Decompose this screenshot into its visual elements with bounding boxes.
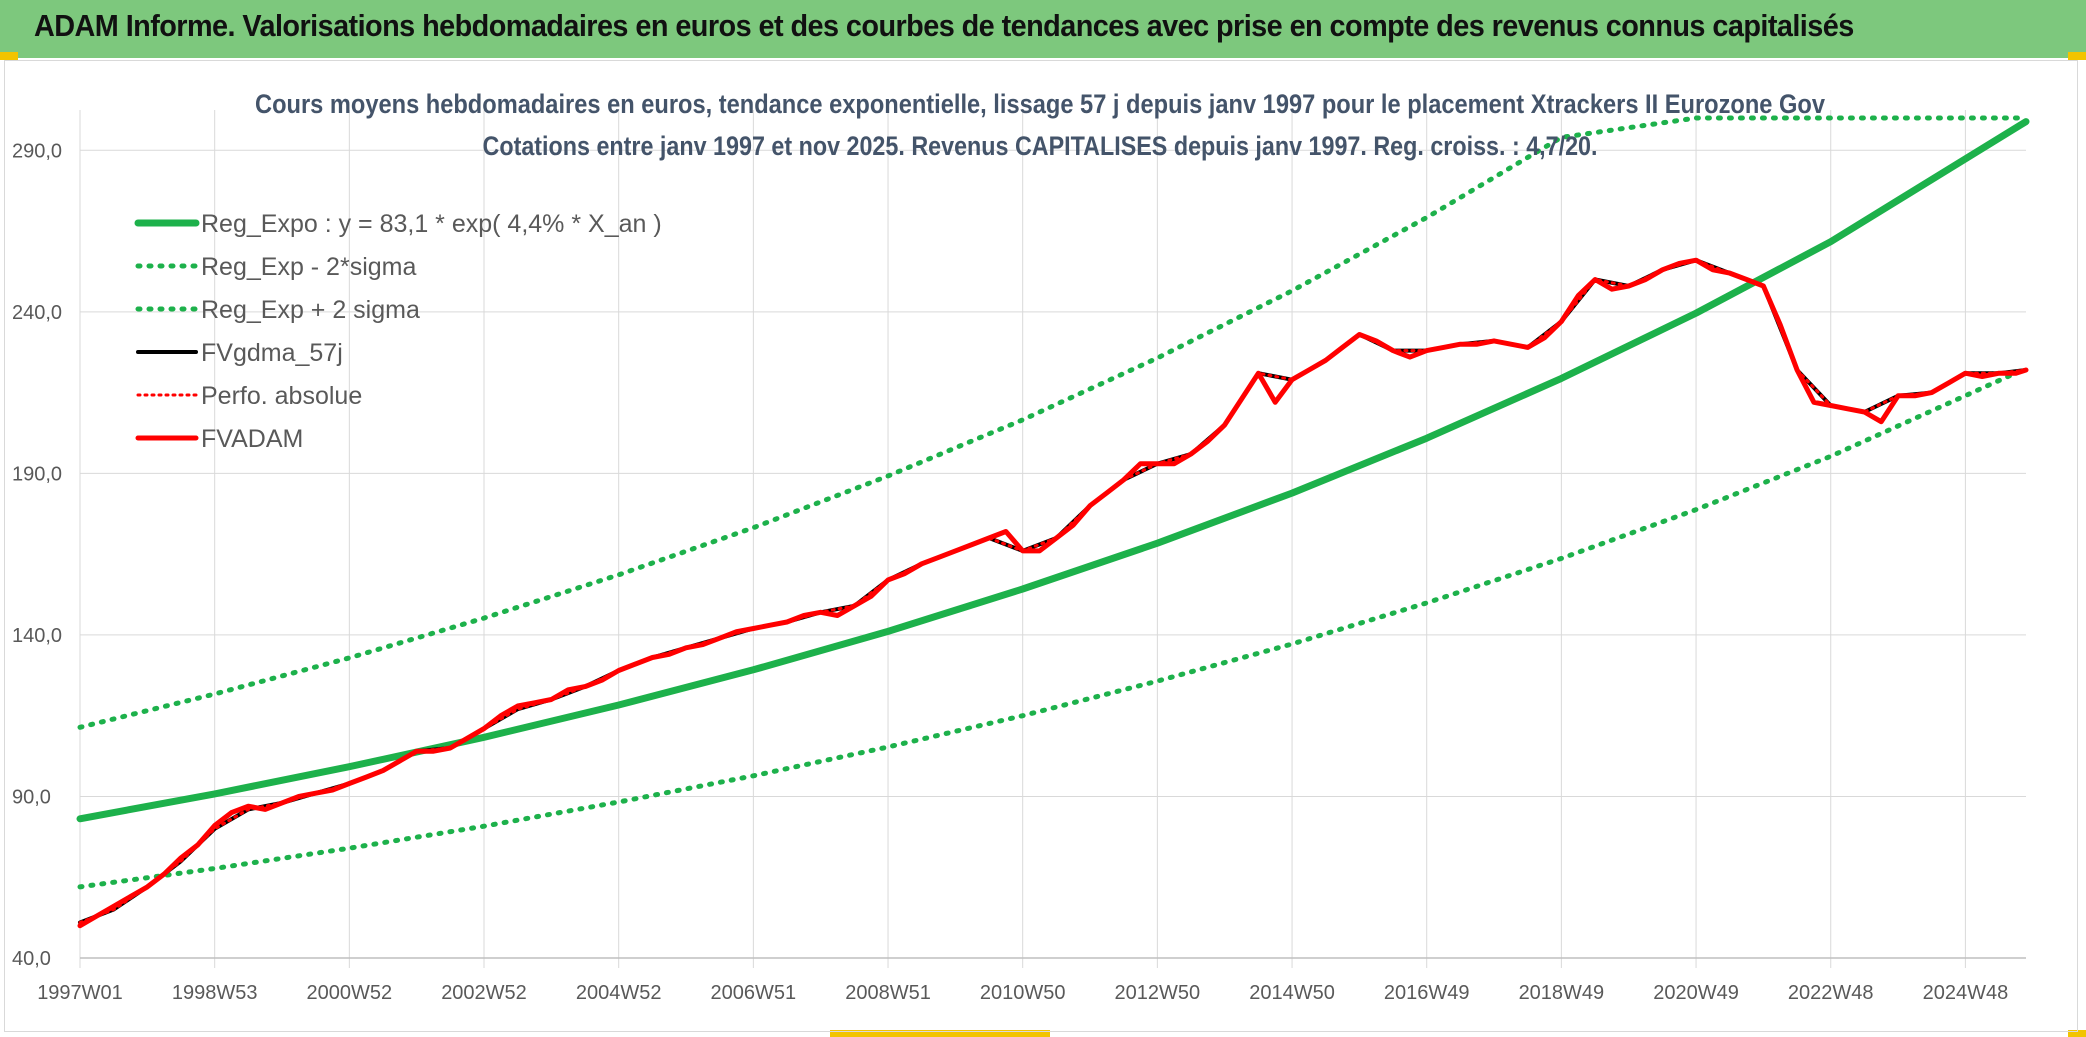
x-tick-label: 2020W49 (1653, 982, 1739, 1004)
y-tick-label: 140,0 (12, 625, 62, 647)
x-tick-label: 2012W50 (1115, 982, 1201, 1004)
series-layer (76, 115, 2030, 929)
banner-title: ADAM Informe. Valorisations hebdomadaire… (34, 8, 1854, 43)
chart-frame (4, 60, 2078, 1032)
series-line-5 (77, 257, 2029, 929)
series-line-1 (77, 365, 2029, 890)
x-tick-label: 2000W52 (307, 982, 393, 1004)
series-line-2 (77, 115, 2029, 730)
chart-subtitle: Cotations entre janv 1997 et nov 2025. R… (483, 131, 1598, 161)
x-tick-label: 2024W48 (1923, 982, 2009, 1004)
legend-label-3: FVgdma_57j (201, 339, 343, 367)
y-tick-label: 240,0 (12, 302, 62, 324)
x-tick-label: 1997W01 (37, 982, 123, 1004)
legend: Reg_Expo : y = 83,1 * exp( 4,4% * X_an )… (134, 210, 662, 453)
corner-marker-bottom-center (830, 1030, 1050, 1037)
legend-label-2: Reg_Exp + 2 sigma (201, 296, 420, 324)
y-tick-label: 90,0 (12, 786, 51, 808)
x-tick-label: 2014W50 (1249, 982, 1335, 1004)
corner-marker-top-left (0, 52, 18, 60)
x-tick-label: 2002W52 (441, 982, 527, 1004)
x-tick-label: 1998W53 (172, 982, 258, 1004)
x-tick-label: 2016W49 (1384, 982, 1470, 1004)
legend-label-4: Perfo. absolue (201, 382, 362, 410)
y-tick-label: 190,0 (12, 463, 62, 485)
corner-marker-bottom-right (2068, 1030, 2086, 1037)
y-tick-label: 290,0 (12, 140, 62, 162)
series-line-4 (78, 258, 2028, 924)
corner-marker-top-right (2068, 52, 2086, 60)
chart-title: Cours moyens hebdomadaires en euros, ten… (255, 89, 1825, 119)
legend-label-1: Reg_Exp - 2*sigma (201, 253, 416, 281)
series-line-3 (78, 258, 2028, 925)
x-tick-label: 2006W51 (711, 982, 797, 1004)
x-tick-label: 2004W52 (576, 982, 662, 1004)
x-tick-label: 2018W49 (1519, 982, 1605, 1004)
legend-label-5: FVADAM (201, 425, 303, 453)
axis-layer: 40,0 90,0 140,0 190,0 240,0 290,0 1997W01 1998W… (12, 140, 2026, 1004)
series-line-0 (76, 118, 2030, 823)
legend-label-0: Reg_Expo : y = 83,1 * exp( 4,4% * X_an ) (201, 210, 662, 238)
x-tick-label: 2008W51 (845, 982, 931, 1004)
x-tick-label: 2022W48 (1788, 982, 1874, 1004)
report-banner: ADAM Informe. Valorisations hebdomadaire… (0, 0, 2086, 58)
x-tick-label: 2010W50 (980, 982, 1066, 1004)
y-tick-label: 40,0 (12, 948, 51, 970)
